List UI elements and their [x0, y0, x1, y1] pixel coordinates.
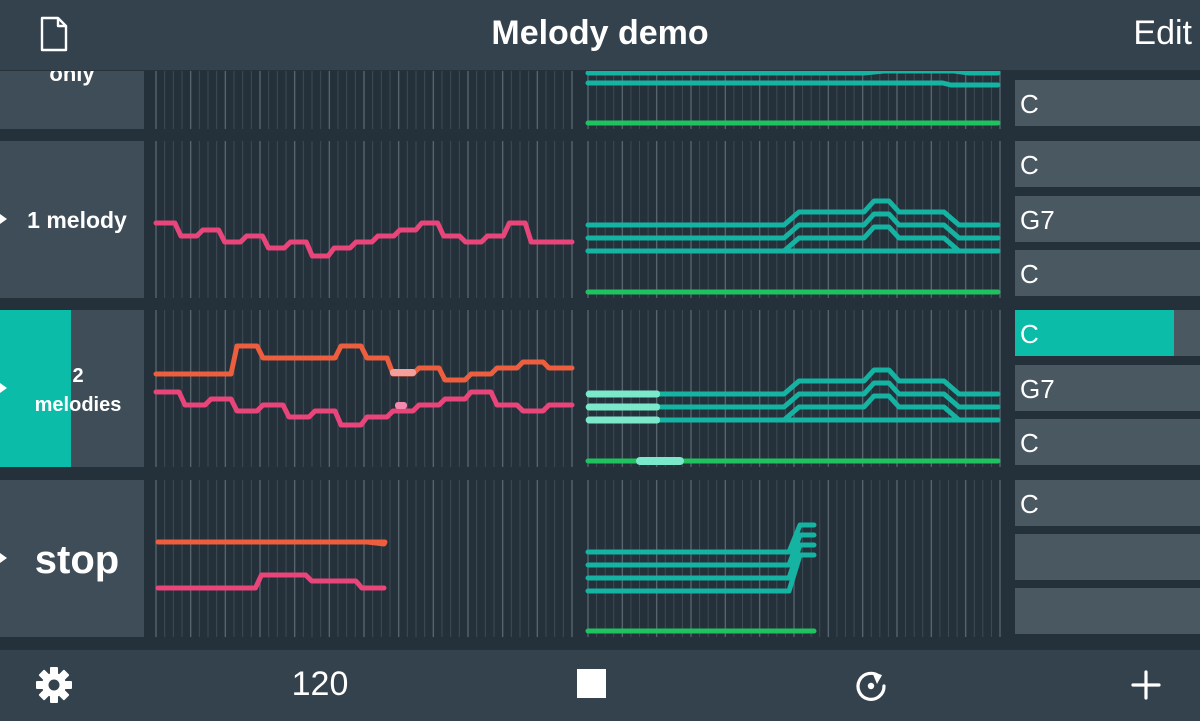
- chord-roll-row-3: [584, 480, 1004, 637]
- document-icon[interactable]: [40, 16, 68, 52]
- melody-line: [153, 220, 575, 259]
- active-note: [390, 369, 416, 376]
- play-arrow-icon: [0, 383, 7, 393]
- melody-line: [155, 539, 388, 547]
- chord-label: C: [1020, 150, 1039, 180]
- active-chord-note: [586, 416, 660, 424]
- loop-icon[interactable]: [852, 664, 890, 704]
- play-arrow-icon: [0, 553, 7, 563]
- chord-label: C: [1020, 489, 1039, 519]
- beat-grid: [587, 310, 1001, 467]
- plus-icon[interactable]: [1130, 669, 1162, 701]
- row-label-line1: 2: [72, 365, 84, 387]
- chord-note-line: [585, 380, 1001, 410]
- chord-note-line: [585, 542, 817, 581]
- beat-grid: [587, 480, 1001, 637]
- chord-label: C: [1020, 259, 1039, 289]
- row-label: only: [49, 71, 95, 86]
- row-button-stop[interactable]: stop: [0, 480, 144, 637]
- chord-cell-empty[interactable]: [1015, 534, 1200, 580]
- playback-progress-fill: [0, 310, 71, 467]
- row-button-2-melodies[interactable]: 2 melodies: [0, 310, 144, 467]
- chord-roll-row-2: [584, 310, 1004, 467]
- row-label: 1 melody: [27, 207, 127, 233]
- chord-label: C: [1020, 89, 1039, 119]
- row-button-1-melody[interactable]: 1 melody: [0, 141, 144, 298]
- melody-roll-row-2: [152, 310, 576, 467]
- beat-grid: [155, 480, 573, 637]
- chord-progress-fill: [1015, 310, 1175, 356]
- chord-note-line: [585, 224, 1001, 254]
- tempo-display[interactable]: 120: [291, 665, 349, 703]
- melody-roll-row-0: [152, 71, 576, 129]
- chord-cell[interactable]: C: [1015, 250, 1200, 296]
- chord-label: G7: [1020, 374, 1055, 404]
- chord-cell[interactable]: G7: [1015, 196, 1200, 242]
- beat-grid: [587, 141, 1001, 298]
- chord-cell[interactable]: C: [1015, 419, 1200, 465]
- chord-cell[interactable]: G7: [1015, 365, 1200, 411]
- chord-note-line: [585, 198, 1001, 228]
- melody-line: [155, 572, 387, 591]
- top-bar: Melody demo Edit: [0, 0, 1200, 71]
- chord-cell-empty[interactable]: [1015, 588, 1200, 634]
- chord-label: C: [1020, 428, 1039, 458]
- chord-note-line: [585, 532, 817, 568]
- active-bass-note: [636, 457, 684, 465]
- chord-cell[interactable]: C: [1015, 480, 1200, 526]
- active-chord-note: [586, 403, 660, 411]
- chord-note-line: [585, 211, 1001, 241]
- gear-icon[interactable]: [35, 666, 73, 704]
- chord-note-line: [585, 367, 1001, 397]
- row-label-line2: melodies: [34, 394, 122, 416]
- chord-note-line: [585, 80, 1001, 88]
- beat-grid: [155, 310, 573, 467]
- chord-label: G7: [1020, 205, 1055, 235]
- stop-icon[interactable]: [577, 669, 606, 698]
- melody-line: [153, 343, 575, 383]
- beat-grid: [155, 141, 573, 298]
- melody-line: [153, 389, 575, 428]
- row-button-only[interactable]: only: [0, 71, 144, 129]
- edit-button[interactable]: Edit: [1133, 14, 1192, 52]
- chord-roll-row-1: [584, 141, 1004, 298]
- active-note: [395, 402, 407, 409]
- beat-grid: [587, 71, 1001, 129]
- chord-note-line: [585, 393, 1001, 423]
- active-chord-note: [586, 390, 660, 398]
- chord-note-line: [585, 552, 817, 594]
- chord-cell[interactable]: C: [1015, 80, 1200, 126]
- chord-roll-row-0: [584, 71, 1004, 129]
- melody-roll-row-3: [152, 480, 576, 637]
- chord-cell[interactable]: C: [1015, 141, 1200, 187]
- chord-note-line: [585, 522, 817, 555]
- play-arrow-icon: [0, 214, 7, 224]
- chord-note-line: [585, 71, 1001, 76]
- row-label: stop: [34, 538, 120, 582]
- melody-roll-row-1: [152, 141, 576, 298]
- chord-cell-active[interactable]: C: [1015, 310, 1200, 356]
- page-title: Melody demo: [491, 14, 709, 52]
- chord-label: C: [1020, 319, 1039, 349]
- beat-grid: [155, 71, 573, 129]
